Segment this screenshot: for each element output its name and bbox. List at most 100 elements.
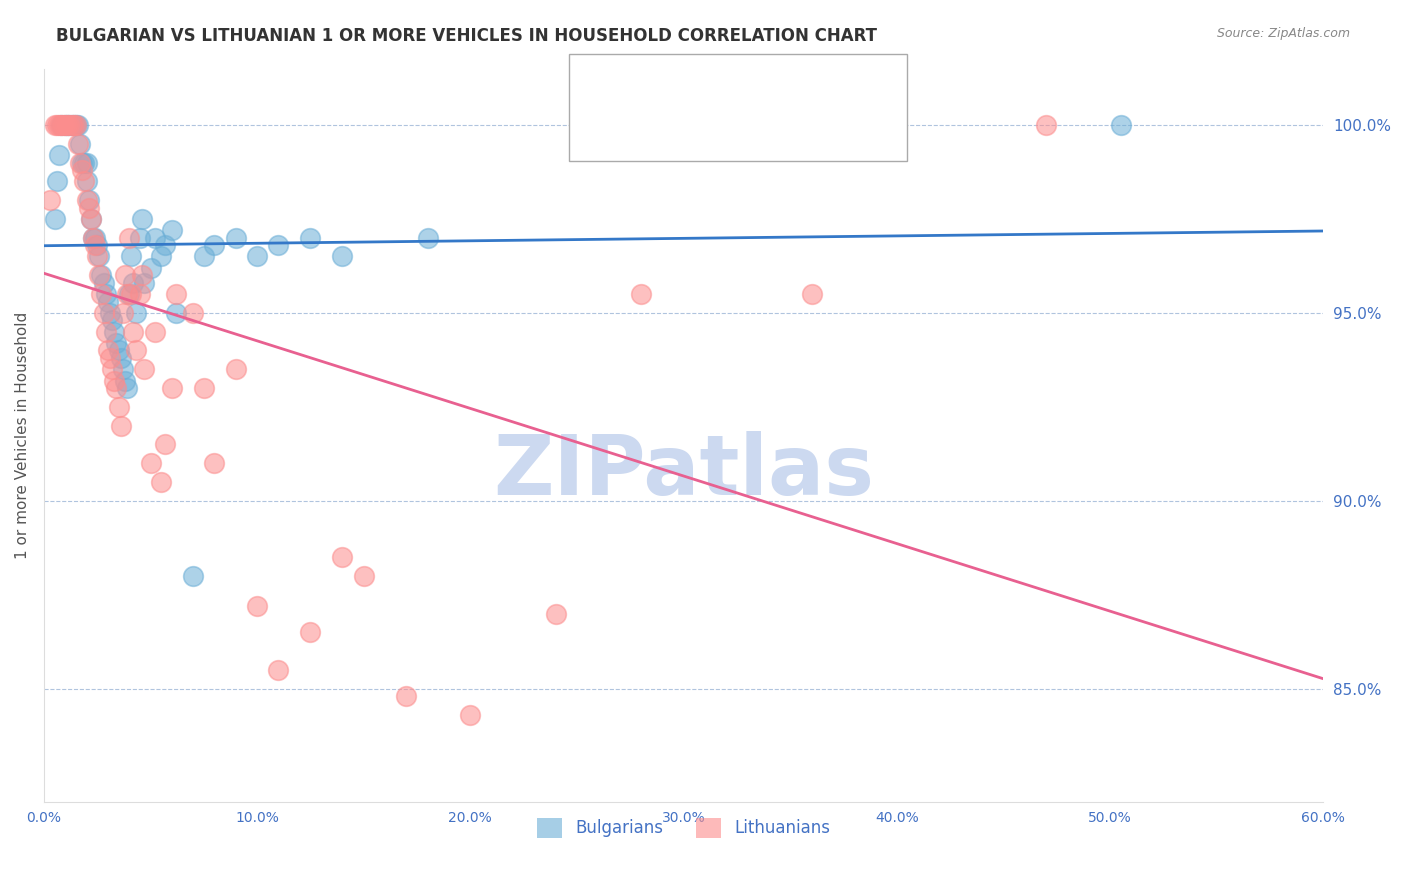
Point: [110, 351, 132, 365]
Point: [800, 287, 823, 301]
Point: [62, 118, 84, 132]
Point: [45, 174, 67, 188]
Point: [84, 230, 107, 244]
Point: [93, 306, 115, 320]
Point: [72, 163, 94, 178]
Point: [82, 230, 104, 244]
Point: [80, 211, 103, 226]
Point: [110, 418, 132, 433]
Point: [131, 211, 153, 226]
Point: [58, 118, 80, 132]
Point: [193, 381, 215, 395]
Point: [49, 118, 72, 132]
Point: [131, 268, 153, 283]
Point: [114, 268, 136, 283]
Text: Source: ZipAtlas.com: Source: ZipAtlas.com: [1216, 27, 1350, 40]
Point: [1109, 118, 1132, 132]
Point: [44, 211, 66, 226]
Point: [544, 607, 567, 621]
Point: [122, 276, 145, 290]
Point: [86, 250, 108, 264]
Point: [52, 118, 75, 132]
Point: [143, 230, 166, 244]
Point: [111, 362, 134, 376]
Point: [193, 250, 215, 264]
Point: [246, 599, 269, 613]
Point: [107, 343, 129, 358]
Point: [139, 260, 162, 275]
Point: [77, 193, 100, 207]
Point: [204, 456, 226, 470]
Point: [143, 325, 166, 339]
Point: [124, 306, 146, 320]
Point: [128, 230, 150, 244]
Point: [132, 362, 155, 376]
Point: [103, 325, 125, 339]
Point: [39, 193, 62, 207]
Point: [155, 238, 177, 252]
Point: [84, 238, 107, 252]
Text: ZIPatlas: ZIPatlas: [494, 431, 875, 512]
Bar: [593, 115, 647, 143]
Point: [139, 456, 162, 470]
Point: [90, 268, 112, 283]
Point: [76, 193, 98, 207]
Point: [97, 343, 120, 358]
Point: [76, 155, 98, 169]
Point: [155, 437, 177, 451]
Point: [53, 118, 76, 132]
Point: [53, 118, 76, 132]
Point: [56, 118, 79, 132]
Point: [80, 211, 103, 226]
Point: [332, 250, 354, 264]
Point: [416, 230, 439, 244]
Point: [48, 118, 70, 132]
Point: [60, 118, 83, 132]
Point: [299, 230, 322, 244]
Point: [62, 118, 84, 132]
Point: [181, 306, 204, 320]
Point: [89, 250, 111, 264]
Point: [150, 250, 173, 264]
Point: [630, 287, 652, 301]
Point: [48, 148, 70, 162]
Point: [120, 250, 142, 264]
Point: [49, 118, 72, 132]
Point: [76, 174, 98, 188]
Point: [82, 230, 104, 244]
Point: [299, 625, 322, 640]
Y-axis label: 1 or more Vehicles in Household: 1 or more Vehicles in Household: [15, 311, 30, 558]
Point: [101, 362, 124, 376]
Point: [60, 118, 83, 132]
Point: [115, 381, 138, 395]
Point: [44, 118, 66, 132]
Point: [246, 250, 269, 264]
Point: [118, 230, 141, 244]
Point: [267, 663, 290, 677]
Point: [267, 238, 290, 252]
Point: [103, 374, 125, 388]
Point: [86, 238, 108, 252]
Point: [98, 351, 121, 365]
Point: [77, 201, 100, 215]
Point: [118, 287, 141, 301]
Point: [93, 276, 115, 290]
Point: [160, 381, 183, 395]
Point: [225, 230, 247, 244]
Point: [58, 118, 80, 132]
Text: BULGARIAN VS LITHUANIAN 1 OR MORE VEHICLES IN HOUSEHOLD CORRELATION CHART: BULGARIAN VS LITHUANIAN 1 OR MORE VEHICL…: [56, 27, 877, 45]
Point: [45, 118, 67, 132]
Point: [460, 708, 482, 723]
Point: [115, 287, 138, 301]
Point: [132, 276, 155, 290]
Point: [69, 155, 91, 169]
Point: [225, 362, 247, 376]
Point: [69, 136, 91, 151]
Point: [122, 325, 145, 339]
Point: [105, 335, 128, 350]
Text: R = 0.307   N = 78: R = 0.307 N = 78: [655, 80, 813, 98]
Point: [97, 294, 120, 309]
Point: [107, 400, 129, 414]
Point: [98, 306, 121, 320]
Point: [204, 238, 226, 252]
